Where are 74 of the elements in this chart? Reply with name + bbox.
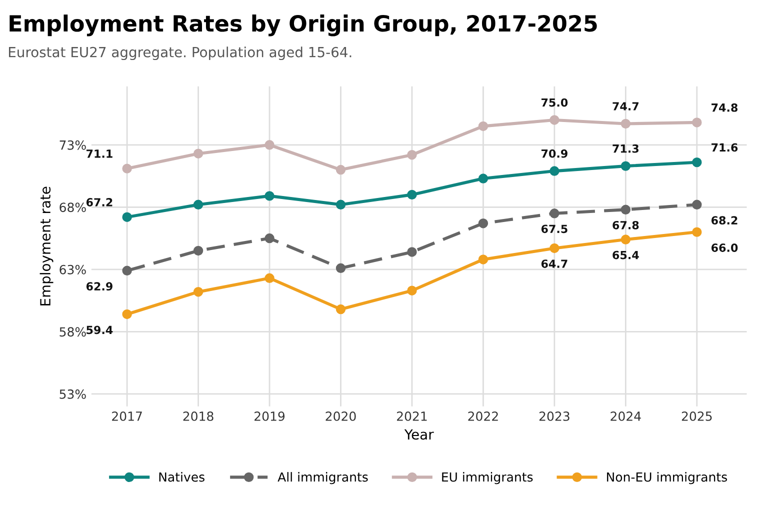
x-tick-label: 2020 (326, 411, 356, 421)
point (478, 218, 488, 228)
point (264, 191, 274, 201)
data-label: 59.4 (86, 326, 113, 334)
data-label: 64.7 (541, 260, 568, 268)
data-label: 71.1 (86, 150, 112, 158)
point (264, 273, 274, 283)
y-axis-title: Employment rate (40, 186, 54, 306)
point (620, 234, 631, 244)
point (407, 247, 417, 257)
point (550, 243, 560, 254)
x-tick-label: 2021 (396, 411, 427, 421)
point (122, 212, 132, 222)
x-tick-label: 2019 (254, 411, 285, 421)
x-tick-label: 2018 (183, 411, 214, 421)
data-label: 71.6 (712, 143, 738, 152)
y-tick-label: 53% (60, 389, 86, 399)
point (407, 150, 417, 160)
data-label: 68.2 (711, 216, 738, 225)
point (193, 246, 204, 256)
point (336, 164, 346, 175)
x-tick-label: 2024 (610, 411, 641, 421)
point (620, 204, 631, 215)
x-tick-label: 2023 (539, 411, 570, 421)
chart-title: Employment Rates by Origin Group, 2017-2025 (10, 14, 597, 36)
y-tick-label: 73% (60, 140, 86, 150)
point (550, 115, 560, 125)
point (478, 254, 488, 264)
point (407, 286, 417, 296)
legend-label: EU immigrants (442, 472, 533, 484)
data-label: 71.3 (612, 144, 638, 153)
data-label: 67.2 (86, 198, 112, 206)
data-label: 62.9 (86, 282, 112, 291)
point (336, 200, 346, 210)
point (336, 304, 346, 314)
point (407, 190, 417, 200)
point (692, 157, 702, 168)
point (692, 200, 702, 210)
point (193, 148, 204, 158)
legend-label: Non-EU immigrants (607, 472, 728, 484)
point (336, 263, 346, 274)
x-tick-label: 2025 (682, 411, 712, 421)
point (122, 309, 132, 320)
point (193, 200, 204, 210)
point (264, 233, 274, 244)
point (122, 266, 132, 276)
point (478, 121, 488, 132)
y-tick-label: 63% (60, 264, 86, 274)
point (550, 208, 560, 218)
data-label: 65.4 (612, 250, 639, 260)
y-tick-label: 68% (60, 202, 86, 212)
data-label: 67.5 (541, 224, 568, 234)
point (620, 161, 631, 171)
y-tick-label: 58% (60, 327, 86, 337)
x-tick-label: 2022 (468, 411, 498, 421)
point (692, 118, 702, 128)
legend-label: Natives (159, 472, 204, 482)
data-label: 66.0 (711, 244, 738, 252)
point (692, 227, 702, 237)
point (264, 140, 274, 150)
data-label: 75.0 (541, 98, 568, 107)
point (193, 286, 204, 297)
point (478, 174, 488, 184)
x-axis-title: Year (404, 429, 434, 440)
data-label: 74.7 (612, 102, 638, 110)
data-label: 67.8 (612, 220, 639, 230)
data-label: 74.8 (712, 103, 738, 112)
point (122, 164, 132, 174)
x-tick-label: 2017 (112, 411, 142, 421)
point (620, 118, 631, 129)
data-label: 70.9 (541, 149, 568, 158)
chart-subtitle: Eurostat EU27 aggregate. Population aged 15-64. (8, 46, 352, 60)
point (550, 166, 560, 176)
legend-label: All immigrants (278, 472, 368, 484)
